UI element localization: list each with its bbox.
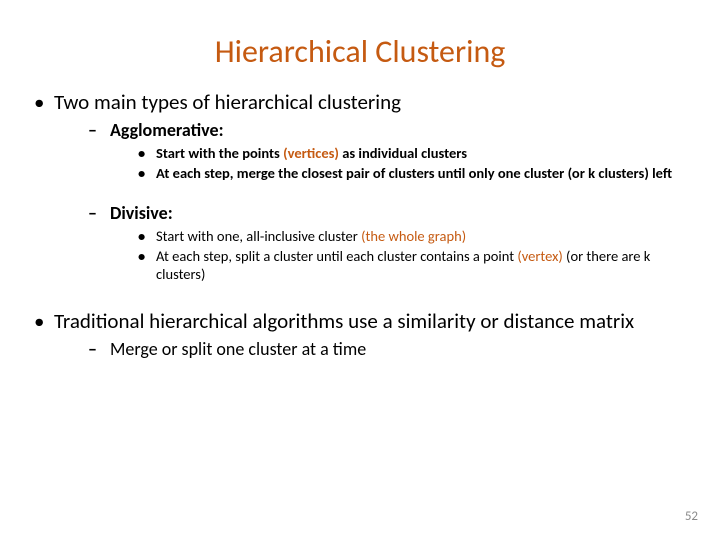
divisive-item-2: At each step, split a cluster until each… xyxy=(138,247,690,284)
agg-1-pre: Start with the points xyxy=(156,144,283,162)
agg-1-post: as individual clusters xyxy=(339,144,467,162)
agglomerative-item-2: At each step, merge the closest pair of … xyxy=(138,164,690,183)
bullet-main-2-text: Traditional hierarchical algorithms use … xyxy=(54,308,634,334)
div-2-accent: (vertex) xyxy=(517,247,562,265)
div-1-pre: Start with one, all-inclusive cluster xyxy=(156,227,361,245)
divisive-items: Start with one, all-inclusive cluster (t… xyxy=(110,227,690,284)
page-number: 52 xyxy=(685,509,698,524)
content-list: Two main types of hierarchical clusterin… xyxy=(30,89,690,360)
bullet-main-1-text: Two main types of hierarchical clusterin… xyxy=(54,89,401,115)
slide-title: Hierarchical Clustering xyxy=(30,32,690,71)
agglomerative-label: Agglomerative: xyxy=(110,119,224,141)
sublist-2: Merge or split one cluster at a time xyxy=(54,338,690,360)
merge-split-text: Merge or split one cluster at a time xyxy=(110,338,366,360)
agg-2-text: At each step, merge the closest pair of … xyxy=(156,164,672,182)
sublist-1: Agglomerative: Start with the points (ve… xyxy=(54,119,690,284)
bullet-merge-split: Merge or split one cluster at a time xyxy=(88,338,690,360)
divisive-item-1: Start with one, all-inclusive cluster (t… xyxy=(138,227,690,246)
divisive-label: Divisive: xyxy=(110,202,173,224)
bullet-main-2: Traditional hierarchical algorithms use … xyxy=(30,308,690,360)
bullet-agglomerative: Agglomerative: Start with the points (ve… xyxy=(88,119,690,182)
agglomerative-item-1: Start with the points (vertices) as indi… xyxy=(138,144,690,163)
div-1-accent: (the whole graph) xyxy=(361,227,466,245)
bullet-divisive: Divisive: Start with one, all-inclusive … xyxy=(88,202,690,284)
spacer xyxy=(88,188,690,202)
slide: Hierarchical Clustering Two main types o… xyxy=(0,0,720,540)
agg-1-accent: (vertices) xyxy=(283,144,339,162)
spacer-2 xyxy=(30,290,690,308)
bullet-main-1: Two main types of hierarchical clusterin… xyxy=(30,89,690,284)
agglomerative-items: Start with the points (vertices) as indi… xyxy=(110,144,690,182)
div-2-pre: At each step, split a cluster until each… xyxy=(156,247,517,265)
